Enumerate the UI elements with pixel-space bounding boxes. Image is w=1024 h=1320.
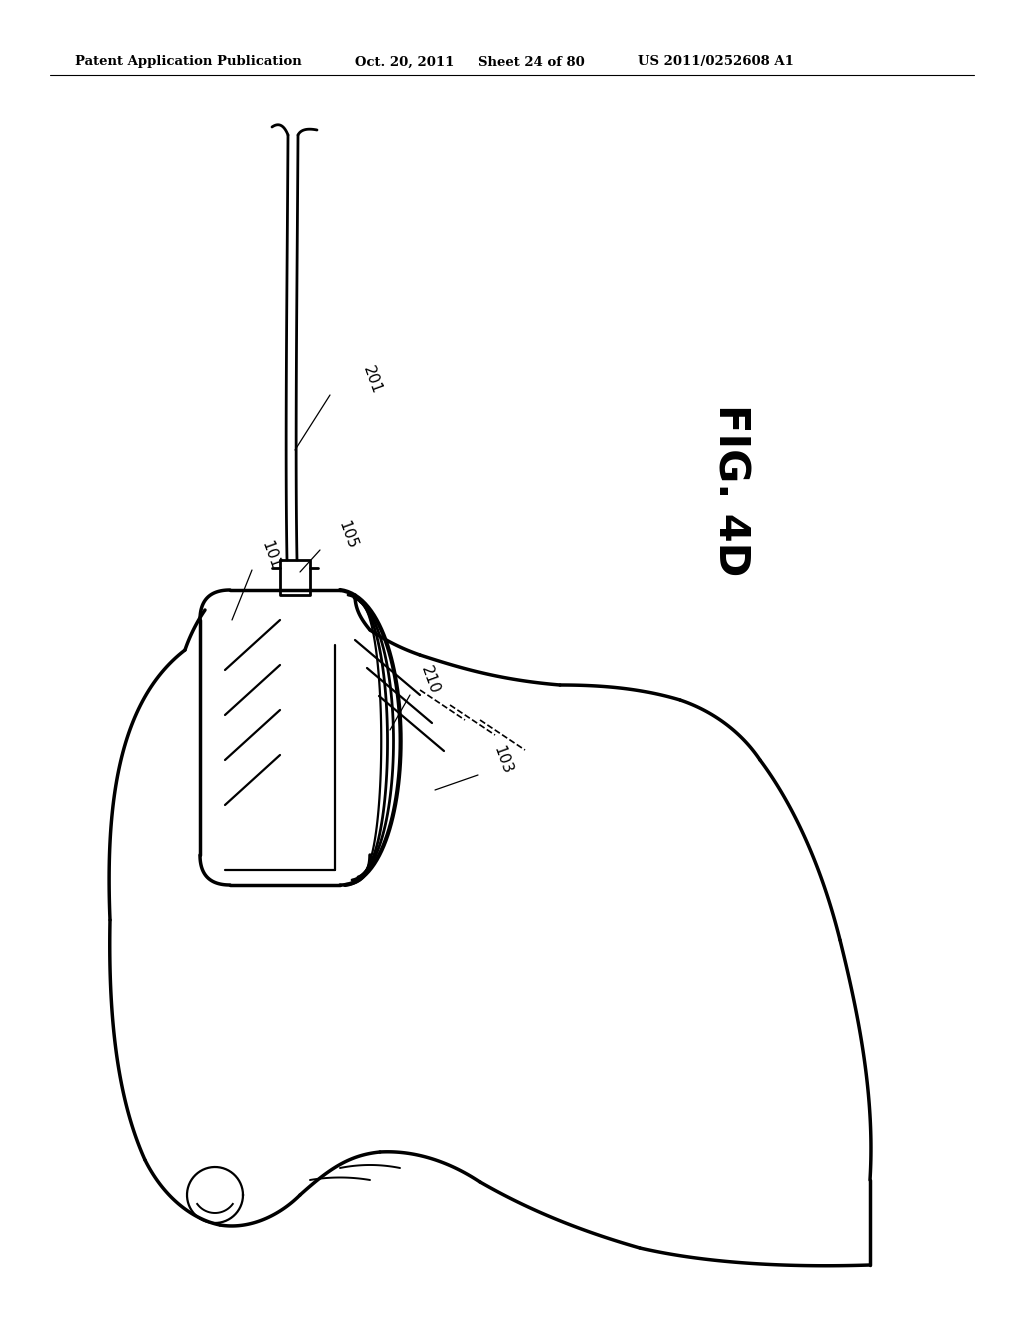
Text: 201: 201 bbox=[360, 364, 384, 396]
Text: Sheet 24 of 80: Sheet 24 of 80 bbox=[478, 55, 585, 69]
Text: 105: 105 bbox=[335, 519, 359, 552]
Text: 210: 210 bbox=[418, 664, 442, 696]
Text: 101: 101 bbox=[258, 539, 282, 572]
Text: Oct. 20, 2011: Oct. 20, 2011 bbox=[355, 55, 455, 69]
Text: Patent Application Publication: Patent Application Publication bbox=[75, 55, 302, 69]
Text: FIG. 4D: FIG. 4D bbox=[709, 404, 751, 576]
Text: 103: 103 bbox=[490, 743, 514, 776]
Text: US 2011/0252608 A1: US 2011/0252608 A1 bbox=[638, 55, 794, 69]
